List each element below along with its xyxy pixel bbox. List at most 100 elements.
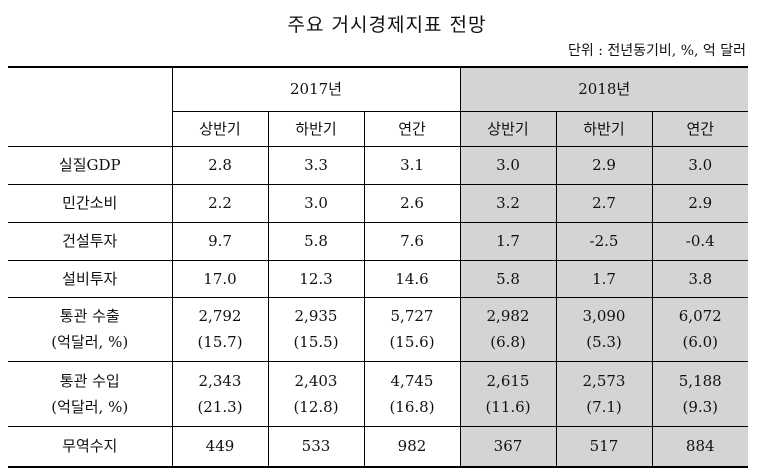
value-cell: 3.1 — [363, 145, 461, 185]
value-line: (5.3) — [586, 333, 622, 351]
label-line: 실질GDP — [58, 156, 121, 174]
value-cell: 7.6 — [363, 221, 461, 261]
indicator-table: 2017년 2018년 상반기 하반기 연간 상반기 하반기 연간 실질GDP 2.8 3.3 3.1… — [8, 66, 748, 468]
data-row: 통관 수입 (억달러, %) 2,343 (21.3) 2,403 (12.8) 4,745… — [8, 360, 748, 427]
value-cell: 9.7 — [171, 221, 269, 261]
value-line: 1.7 — [496, 232, 520, 250]
value-line: 2.7 — [592, 194, 616, 212]
value-cell: 3,090 (5.3) — [555, 296, 653, 362]
value-cell: 17.0 — [171, 259, 269, 298]
value-line: 3.0 — [688, 156, 713, 174]
value-line: 884 — [685, 437, 715, 456]
value-cell: 1.7 — [555, 259, 653, 298]
value-line: 2,573 — [582, 371, 626, 390]
row-label: 통관 수출 (억달러, %) — [8, 296, 173, 362]
unit-note: 단위 : 전년동기비, %, 억 달러 — [568, 43, 746, 59]
value-line: 3.3 — [304, 156, 328, 174]
value-cell: -0.4 — [651, 221, 748, 261]
value-cell: 2.2 — [171, 183, 269, 223]
value-line: 12.3 — [299, 269, 333, 288]
value-line: 3.0 — [496, 156, 520, 174]
value-line: -2.5 — [589, 232, 619, 250]
value-line: -0.4 — [685, 232, 715, 250]
value-line: 14.6 — [395, 269, 429, 288]
value-cell: 2,615 (11.6) — [459, 360, 557, 427]
label-line: 무역수지 — [62, 437, 118, 456]
value-line: 3.8 — [688, 269, 713, 288]
value-line: (6.8) — [490, 333, 526, 351]
label-line: (억달러, %) — [51, 333, 129, 351]
value-cell: 5.8 — [459, 259, 557, 298]
value-cell: 5,188 (9.3) — [651, 360, 748, 427]
header-row: 2017년 2018년 — [8, 66, 748, 147]
value-line: 517 — [589, 437, 619, 456]
value-cell: 533 — [267, 425, 365, 468]
label-line: (억달러, %) — [51, 397, 129, 416]
value-cell: 517 — [555, 425, 653, 468]
value-line: 533 — [301, 437, 331, 456]
value-line: 367 — [493, 437, 523, 456]
value-line: 2.9 — [688, 194, 713, 212]
row-label: 민간소비 — [8, 183, 173, 223]
row-label: 설비투자 — [8, 259, 173, 298]
value-line: 449 — [205, 437, 235, 456]
value-cell: 2,343 (21.3) — [171, 360, 269, 427]
value-cell: 6,072 (6.0) — [651, 296, 748, 362]
value-cell: 4,745 (16.8) — [363, 360, 461, 427]
value-cell: 982 — [363, 425, 461, 468]
value-cell: 3.0 — [267, 183, 365, 223]
period-header: 상반기 — [459, 110, 557, 147]
period-header: 연간 — [363, 110, 461, 147]
year-header: 2017년 — [171, 66, 461, 112]
value-cell: 2.9 — [555, 145, 653, 185]
data-row: 건설투자 9.7 5.8 7.6 1.7 -2.5 -0.4 — [8, 221, 748, 261]
value-line: (7.1) — [586, 397, 622, 416]
period-header: 하반기 — [267, 110, 365, 147]
value-line: 982 — [397, 437, 427, 456]
row-label: 건설투자 — [8, 221, 173, 261]
data-row: 실질GDP 2.8 3.3 3.1 3.0 2.9 3.0 — [8, 145, 748, 185]
year-header: 2018년 — [459, 66, 748, 112]
table-body: 2017년 2018년 상반기 하반기 연간 상반기 하반기 연간 실질GDP 2.8 3.3 3.1… — [8, 66, 748, 468]
period-header: 상반기 — [172, 110, 269, 147]
data-row: 무역수지 449 533 982 367 517 884 — [8, 425, 748, 468]
value-cell: 2.9 — [651, 183, 748, 223]
value-line: (15.6) — [389, 333, 435, 351]
value-cell: 2,935 (15.5) — [267, 296, 365, 362]
value-cell: 5.8 — [267, 221, 365, 261]
value-line: (15.5) — [293, 333, 339, 351]
value-line: 2,935 — [294, 307, 338, 325]
value-line: 2,343 — [198, 371, 242, 390]
value-line: 1.7 — [592, 269, 616, 288]
label-line: 민간소비 — [62, 194, 118, 212]
value-line: (21.3) — [197, 397, 243, 416]
value-cell: 2.6 — [363, 183, 461, 223]
value-line: 6,072 — [678, 307, 722, 325]
value-line: 2.6 — [400, 194, 424, 212]
value-cell: 2,403 (12.8) — [267, 360, 365, 427]
value-line: 2,615 — [486, 371, 530, 390]
row-label: 통관 수입 (억달러, %) — [8, 360, 173, 427]
value-cell: 2,982 (6.8) — [459, 296, 557, 362]
value-cell: 2,792 (15.7) — [171, 296, 269, 362]
period-header: 연간 — [651, 110, 748, 147]
value-line: 2,792 — [198, 307, 242, 325]
value-line: 5.8 — [496, 269, 520, 288]
value-cell: 3.0 — [459, 145, 557, 185]
value-cell: 3.0 — [651, 145, 748, 185]
value-line: 2,403 — [294, 371, 338, 390]
value-line: (9.3) — [682, 397, 719, 416]
value-cell: 3.2 — [459, 183, 557, 223]
value-line: 9.7 — [208, 232, 232, 250]
value-line: 2.8 — [208, 156, 232, 174]
period-header: 하반기 — [555, 110, 653, 147]
value-line: 4,745 — [390, 371, 434, 390]
data-row: 민간소비 2.2 3.0 2.6 3.2 2.7 2.9 — [8, 183, 748, 223]
value-line: 5.8 — [304, 232, 328, 250]
data-row: 설비투자 17.0 12.3 14.6 5.8 1.7 3.8 — [8, 259, 748, 298]
value-line: (15.7) — [197, 333, 243, 351]
value-cell: 5,727 (15.6) — [363, 296, 461, 362]
value-cell: 12.3 — [267, 259, 365, 298]
value-line: 2.2 — [208, 194, 232, 212]
